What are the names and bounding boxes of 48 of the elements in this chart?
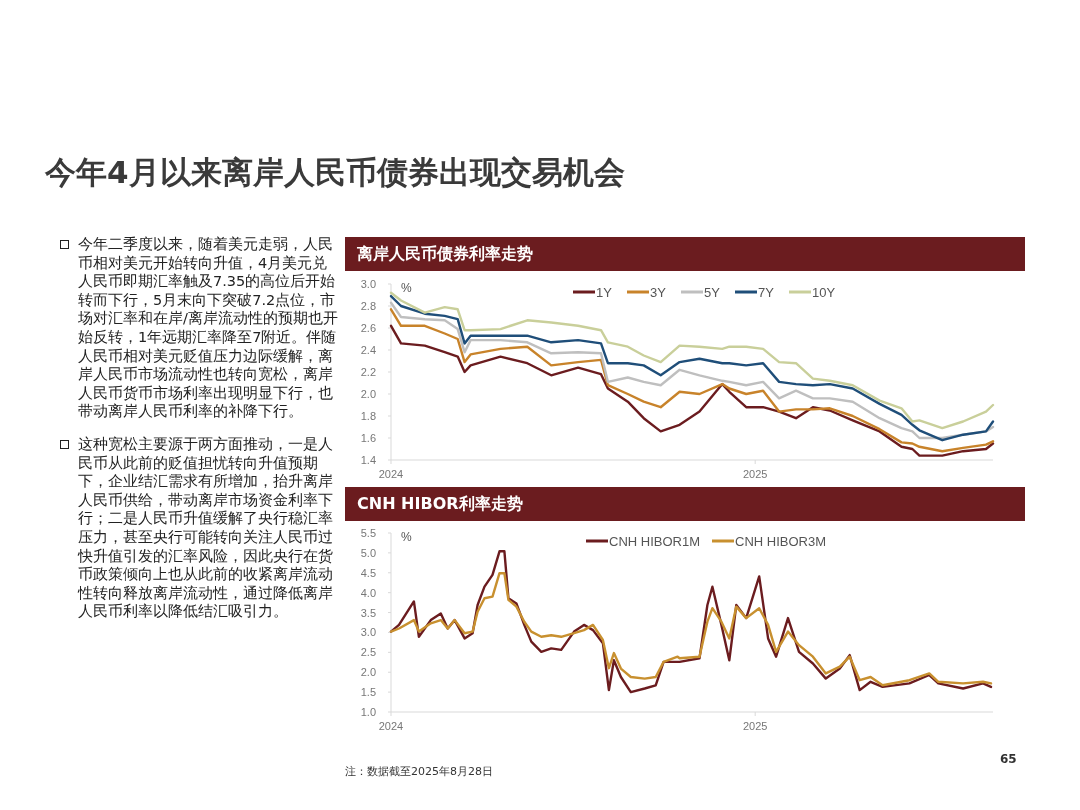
y-tick-label: 2.2 (360, 366, 376, 378)
legend-label: CNH HIBOR1M (609, 534, 701, 549)
y-tick-label: 1.0 (360, 706, 376, 718)
text: 注：数据截至2025年8月28日 (345, 764, 493, 779)
y-tick-label: 2.0 (360, 666, 376, 679)
y-tick-label: 1.4 (360, 454, 376, 466)
y-tick-label: 4.0 (360, 586, 376, 599)
x-tick-label: 2025 (742, 720, 768, 732)
y-tick-label: 2.4 (360, 344, 376, 356)
legend-item: CNH HIBOR1M (586, 534, 700, 549)
legend-item: 5Y (681, 285, 720, 300)
legend-item: 10Y (789, 285, 836, 300)
text: 65 (1000, 752, 1017, 766)
legend-item: 1Y (573, 285, 612, 300)
text: 今年4月以来离岸人民币债券出现交易机会 (45, 153, 625, 192)
y-tick-label: 3.0 (360, 626, 376, 639)
y-tick-label: 1.8 (360, 410, 376, 422)
y-tick-label: 2.8 (360, 300, 376, 312)
legend-item: 3Y (627, 285, 666, 300)
line-series (389, 572, 993, 687)
y-axis-title: % (401, 530, 412, 544)
legend-item: 7Y (735, 285, 774, 300)
y-tick-label: 4.5 (360, 566, 376, 579)
y-tick-label: 5.0 (360, 546, 376, 559)
legend-label: 7Y (758, 285, 775, 300)
y-tick-label: 3.5 (360, 606, 376, 619)
y-tick-label: 3.0 (360, 278, 376, 290)
legend-label: 10Y (812, 285, 836, 300)
chart-title: 离岸人民币债券利率走势 (345, 237, 1025, 271)
y-tick-label: 2.5 (360, 646, 376, 659)
chart-title: CNH HIBOR利率走势 (345, 487, 1025, 521)
x-tick-label: 2025 (742, 468, 768, 480)
y-tick-label: 2.6 (360, 322, 376, 334)
x-tick-label: 2024 (378, 468, 404, 480)
x-tick-label: 2024 (378, 720, 404, 732)
y-axis-title: % (401, 281, 412, 295)
text: 这种宽松主要源于两方面推动，一是人民币从此前的贬值担忧转向升值预期下，企业结汇需求有所增加，抬升离岸人民币供给，带动离岸市场资金利率下行；二是人民币升值缓解了央行稳汇率压力，甚至央行可能转向关注人民币过快升值引发的汇率风险，因此央行在货币政策倾向上也从此前的收紧离岸流动性转向释放离岸流动性，通过降低离岸人民币利率以降低结汇吸引力。 (78, 435, 333, 620)
y-tick-label: 1.5 (360, 686, 376, 699)
legend-label: CNH HIBOR3M (735, 534, 827, 549)
y-tick-label: 2.0 (360, 388, 376, 400)
legend-label: 3Y (650, 285, 667, 300)
text: 今年二季度以来，随着美元走弱，人民币相对美元开始转向升值，4月美元兑人民币即期汇率触及7.35的高位后开始转而下行，5月末向下突破7.2点位，市场对汇率和在岸/离岸流动性的预期也开始反转，1年远期汇率降至7附近。伴随人民币相对美元贬值压力边际缓解，离岸人民币市场流动性也转向宽松，离岸人民币货币市场利率出现明显下行，也带动离岸人民币利率的补降下行。 (78, 236, 338, 420)
y-tick-label: 5.5 (360, 527, 376, 539)
y-tick-label: 1.6 (360, 432, 376, 444)
legend-label: 1Y (596, 285, 613, 300)
legend-item: CNH HIBOR3M (712, 534, 826, 549)
legend-label: 5Y (704, 285, 721, 300)
line-series (389, 550, 993, 694)
